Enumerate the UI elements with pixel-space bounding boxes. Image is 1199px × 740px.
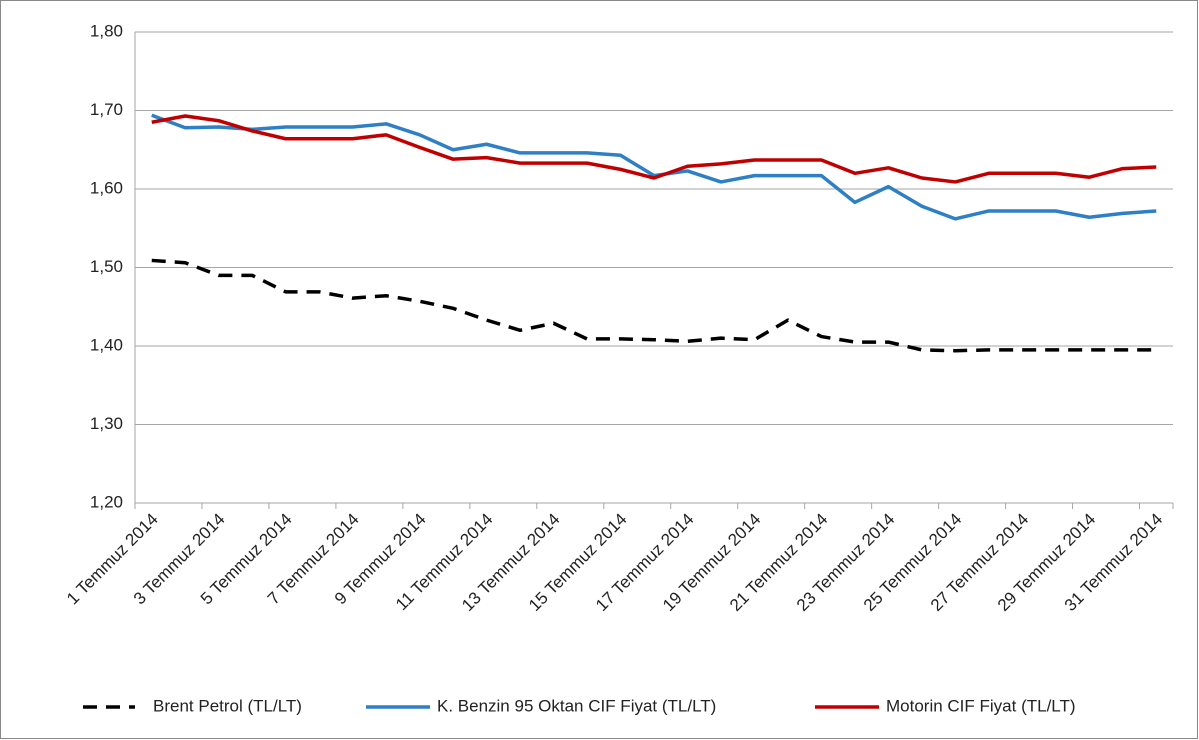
legend-label: Brent Petrol (TL/LT) [153,696,302,715]
series-line [151,114,1157,184]
y-tick-label: 1,30 [90,414,123,433]
y-tick-label: 1,80 [90,21,123,40]
y-tick-label: 1,60 [90,178,123,197]
y-tick-label: 1,20 [90,492,123,511]
series-line [151,258,1157,353]
y-tick-label: 1,40 [90,335,123,354]
legend-label: K. Benzin 95 Oktan CIF Fiyat (TL/LT) [437,696,716,715]
y-tick-label: 1,70 [90,100,123,119]
legend-label: Motorin CIF Fiyat (TL/LT) [886,696,1076,715]
y-tick-label: 1,50 [90,257,123,276]
series-line [151,113,1157,221]
